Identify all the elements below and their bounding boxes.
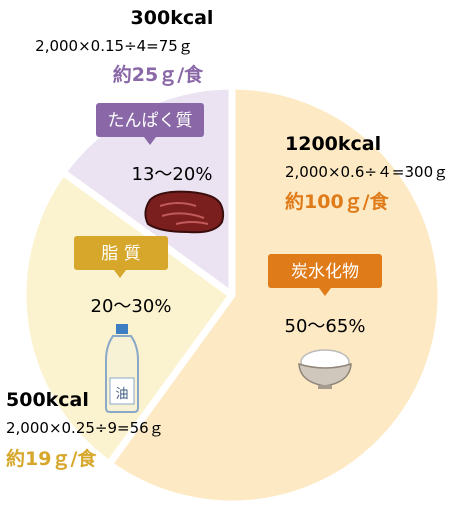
fat-formula: 2,000×0.25÷9=56ｇ (6, 419, 164, 437)
protein-label: たんぱく質 (108, 111, 193, 131)
meat-icon (144, 190, 225, 234)
protein-label-tag: たんぱく質 (96, 103, 204, 145)
pie-slices (19, 82, 445, 508)
oil-bottle-icon: 油 (105, 324, 139, 413)
fat-range: 20〜30% (91, 296, 172, 317)
protein-range: 13〜20% (132, 164, 213, 185)
pie-slice-carbohydrate (105, 82, 445, 508)
fat-label-tag: 脂 質 (74, 236, 168, 278)
fat-kcal: 500kcal (6, 389, 89, 411)
carbohydrate-range: 50〜65% (285, 316, 366, 337)
protein-annotation: 300kcal 2,000×0.15÷4=75ｇ 約25ｇ/食 (35, 7, 213, 87)
carbohydrate-formula: 2,000×0.6÷４=300ｇ (285, 163, 448, 181)
fat-label: 脂 質 (101, 244, 140, 264)
protein-formula: 2,000×0.15÷4=75ｇ (35, 37, 193, 55)
protein-kcal: 300kcal (131, 7, 214, 29)
carbohydrate-label-tag: 炭水化物 (268, 254, 382, 296)
carbohydrate-per-meal: 約100ｇ/食 (285, 190, 390, 214)
fat-per-meal: 約19ｇ/食 (6, 447, 97, 471)
carbohydrate-annotation: 1200kcal 2,000×0.6÷４=300ｇ 約100ｇ/食 (285, 133, 448, 214)
carbohydrate-label: 炭水化物 (291, 262, 359, 282)
carbohydrate-kcal: 1200kcal (285, 133, 381, 155)
rice-bowl-icon (298, 349, 352, 389)
protein-per-meal: 約25ｇ/食 (113, 63, 204, 87)
fat-annotation: 500kcal 2,000×0.25÷9=56ｇ 約19ｇ/食 (6, 389, 164, 471)
oil-bottle-label: 油 (115, 387, 128, 402)
